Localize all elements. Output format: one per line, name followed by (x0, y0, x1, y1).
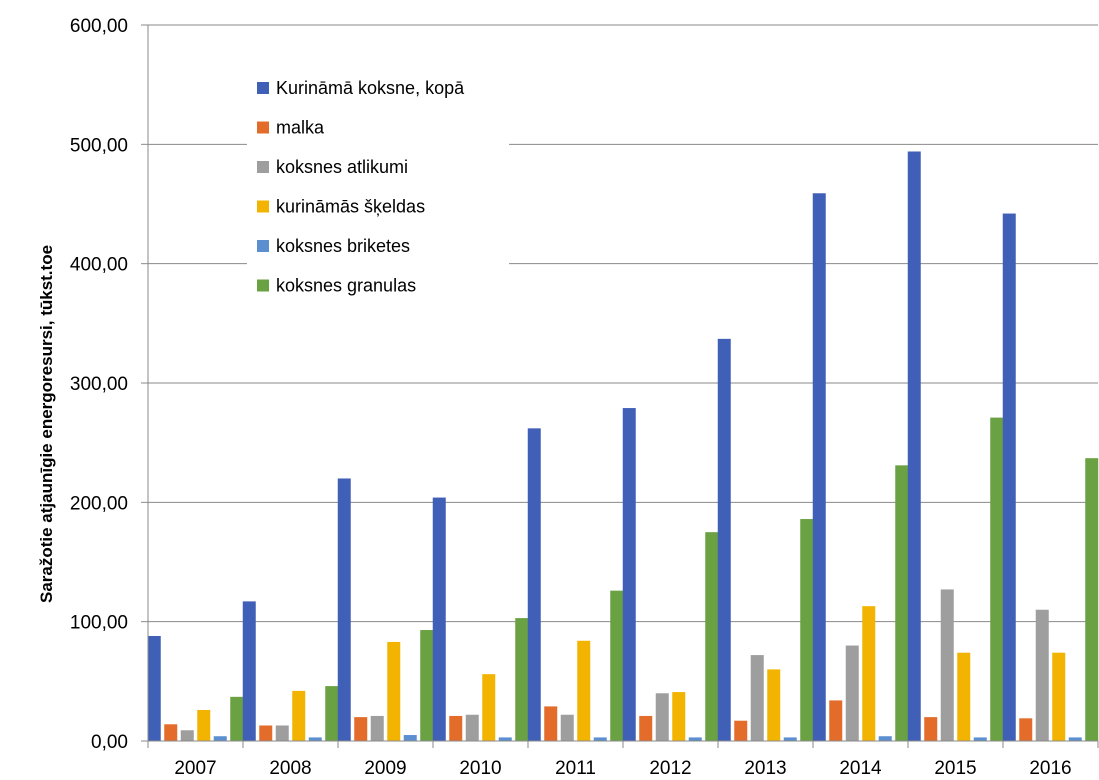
bar (275, 725, 289, 741)
bar (688, 737, 702, 741)
bar (560, 714, 574, 741)
bar (482, 674, 496, 741)
legend-swatch (257, 240, 269, 252)
legend-swatch (257, 200, 269, 213)
bar (862, 606, 876, 741)
x-tick-label: 2012 (649, 758, 691, 779)
bars (147, 151, 1099, 742)
bar (973, 737, 987, 741)
bar (180, 730, 194, 741)
bar (717, 338, 731, 741)
y-axis-label: Saražotie atjaunīgie energoresursi, tūks… (37, 245, 56, 603)
legend-box (247, 65, 509, 305)
x-tick-label: 2008 (269, 758, 311, 779)
bar (829, 700, 843, 741)
bar (292, 690, 306, 741)
bar (1068, 737, 1082, 741)
bar (845, 645, 859, 741)
x-tick-label: 2015 (934, 758, 976, 779)
legend-swatch (257, 279, 269, 292)
y-tick-label: 200,00 (70, 493, 128, 514)
legend-swatch (257, 161, 269, 173)
bar (705, 532, 719, 741)
bar (800, 519, 814, 741)
bar (957, 652, 971, 741)
bar (750, 655, 764, 741)
bar (403, 735, 417, 741)
legend-swatch (257, 121, 269, 134)
bar (449, 715, 463, 741)
bar (308, 737, 322, 741)
bar (387, 641, 401, 741)
legend-label: koksnes granulas (276, 276, 416, 296)
bar (734, 720, 748, 741)
bar (259, 725, 273, 741)
bar (515, 618, 529, 741)
bar (783, 737, 797, 741)
x-tick-label: 2014 (839, 758, 882, 779)
y-tick-label: 600,00 (70, 16, 128, 37)
bar (672, 692, 686, 741)
legend-label: malka (276, 118, 325, 138)
y-tick-labels: 0,00 100,00 200,00 300,00 400,00 500,00 600,00 (70, 16, 128, 753)
bar (242, 601, 256, 741)
bar (924, 717, 938, 741)
bar (655, 693, 669, 741)
bar (432, 497, 446, 741)
bar (1035, 609, 1049, 741)
bar (370, 715, 384, 741)
x-tick-label: 2013 (744, 758, 786, 779)
bar (622, 408, 636, 741)
bar (593, 737, 607, 741)
y-tick-label: 500,00 (70, 135, 128, 156)
bar (147, 635, 161, 741)
bar (544, 706, 558, 741)
bar (197, 709, 211, 741)
bar (354, 717, 368, 741)
bar (610, 590, 624, 741)
bar (465, 714, 479, 741)
bar (164, 724, 178, 741)
bar (639, 715, 653, 741)
bar (577, 640, 591, 741)
axes (141, 24, 1099, 748)
x-tick-labels: 2007 2008 2009 2010 2011 2012 2013 2014 2015 2016 (174, 758, 1071, 779)
legend-label: Kurināmā koksne, kopā (276, 78, 465, 98)
bar (990, 417, 1004, 741)
bar (498, 737, 512, 741)
bar (940, 589, 954, 741)
legend-label: koksnes briketes (276, 236, 410, 256)
bar (1002, 213, 1016, 742)
bar (812, 193, 826, 741)
y-tick-label: 0,00 (91, 732, 128, 753)
bar (325, 686, 339, 741)
bar (230, 696, 244, 741)
bar (1085, 458, 1099, 741)
y-tick-label: 100,00 (70, 613, 128, 634)
bar (1052, 652, 1066, 741)
bar (907, 151, 921, 741)
bar (213, 736, 227, 741)
bar (767, 669, 781, 741)
x-tick-label: 2009 (364, 758, 406, 779)
legend: Kurināmā koksne, kopā malka koksnes atliku… (247, 65, 509, 305)
x-tick-label: 2010 (459, 758, 501, 779)
legend-swatch (257, 82, 269, 94)
x-tick-label: 2016 (1029, 758, 1071, 779)
bar (337, 478, 351, 741)
x-tick-label: 2011 (555, 758, 596, 779)
bar (878, 736, 892, 741)
x-tick-label: 2007 (174, 758, 216, 779)
y-tick-label: 300,00 (70, 374, 128, 395)
bar (1019, 718, 1033, 741)
y-tick-label: 400,00 (70, 255, 128, 276)
bar (420, 630, 434, 741)
bar (527, 428, 541, 741)
legend-label: kurināmās šķeldas (276, 197, 425, 217)
legend-label: koksnes atlikumi (276, 157, 408, 177)
bar (895, 465, 909, 741)
